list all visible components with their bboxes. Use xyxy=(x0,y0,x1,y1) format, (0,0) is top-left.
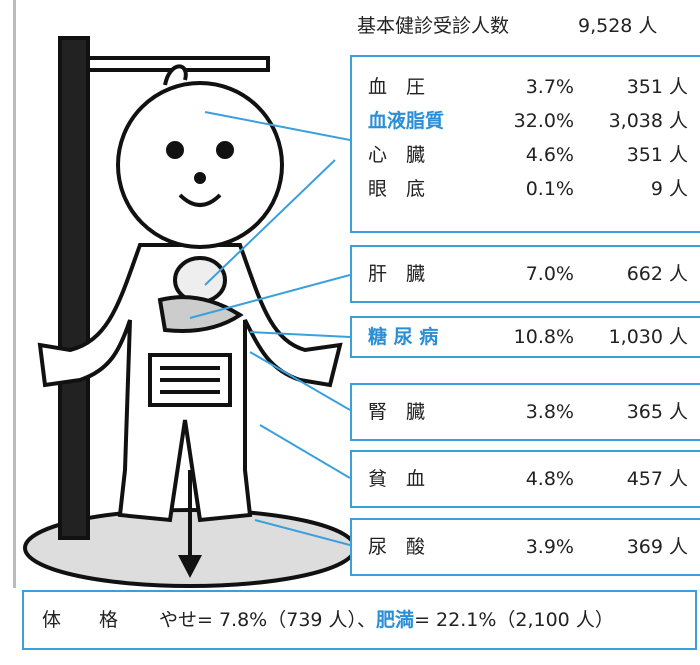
item-percent: 4.8% xyxy=(526,467,574,491)
item-name: 血液脂質 xyxy=(368,109,444,133)
header-label: 基本健診受診人数 xyxy=(357,14,509,38)
item-name: 尿 酸 xyxy=(368,535,425,559)
physique-box: 体 格 やせ= 7.8%（739 人）、肥満= 22.1%（2,100 人） xyxy=(22,590,697,650)
item-percent: 10.8% xyxy=(514,325,574,349)
item-name: 心 臓 xyxy=(368,143,425,167)
item-count: 1,030 人 xyxy=(609,325,688,349)
obese-text: = 22.1%（2,100 人） xyxy=(414,609,614,631)
item-percent: 3.9% xyxy=(526,535,574,559)
item-count: 351 人 xyxy=(627,75,688,99)
item-box: 糖 尿 病 10.8% 1,030 人 xyxy=(350,316,700,358)
item-count: 365 人 xyxy=(627,400,688,424)
item-box: 貧 血 4.8% 457 人 xyxy=(350,450,700,508)
item-percent: 0.1% xyxy=(526,177,574,201)
item-count: 369 人 xyxy=(627,535,688,559)
thin-text: やせ= 7.8%（739 人）、 xyxy=(159,609,376,631)
header-count: 9,528 人 xyxy=(578,14,657,38)
item-percent: 7.0% xyxy=(526,262,574,286)
item-box: 尿 酸 3.9% 369 人 xyxy=(350,518,700,576)
item-name: 糖 尿 病 xyxy=(368,325,438,349)
physique-detail: やせ= 7.8%（739 人）、肥満= 22.1%（2,100 人） xyxy=(159,608,614,632)
item-box: 肝 臓 7.0% 662 人 xyxy=(350,245,700,303)
item-percent: 4.6% xyxy=(526,143,574,167)
item-name: 血 圧 xyxy=(368,75,425,99)
item-count: 351 人 xyxy=(627,143,688,167)
item-name: 眼 底 xyxy=(368,177,425,201)
item-count: 9 人 xyxy=(651,177,688,201)
item-percent: 3.8% xyxy=(526,400,574,424)
physique-label: 体 格 xyxy=(42,608,118,632)
item-percent: 32.0% xyxy=(514,109,574,133)
page: 基本健診受診人数 9,528 人 体 格 やせ= 7.8%（739 人）、肥満=… xyxy=(0,0,700,665)
item-count: 3,038 人 xyxy=(609,109,688,133)
item-count: 662 人 xyxy=(627,262,688,286)
item-count: 457 人 xyxy=(627,467,688,491)
item-name: 貧 血 xyxy=(368,467,425,491)
item-percent: 3.7% xyxy=(526,75,574,99)
illustration xyxy=(0,0,350,590)
item-box: 腎 臓 3.8% 365 人 xyxy=(350,383,700,441)
item-name: 腎 臓 xyxy=(368,400,425,424)
item-name: 肝 臓 xyxy=(368,262,425,286)
obese-label: 肥満 xyxy=(376,609,414,631)
